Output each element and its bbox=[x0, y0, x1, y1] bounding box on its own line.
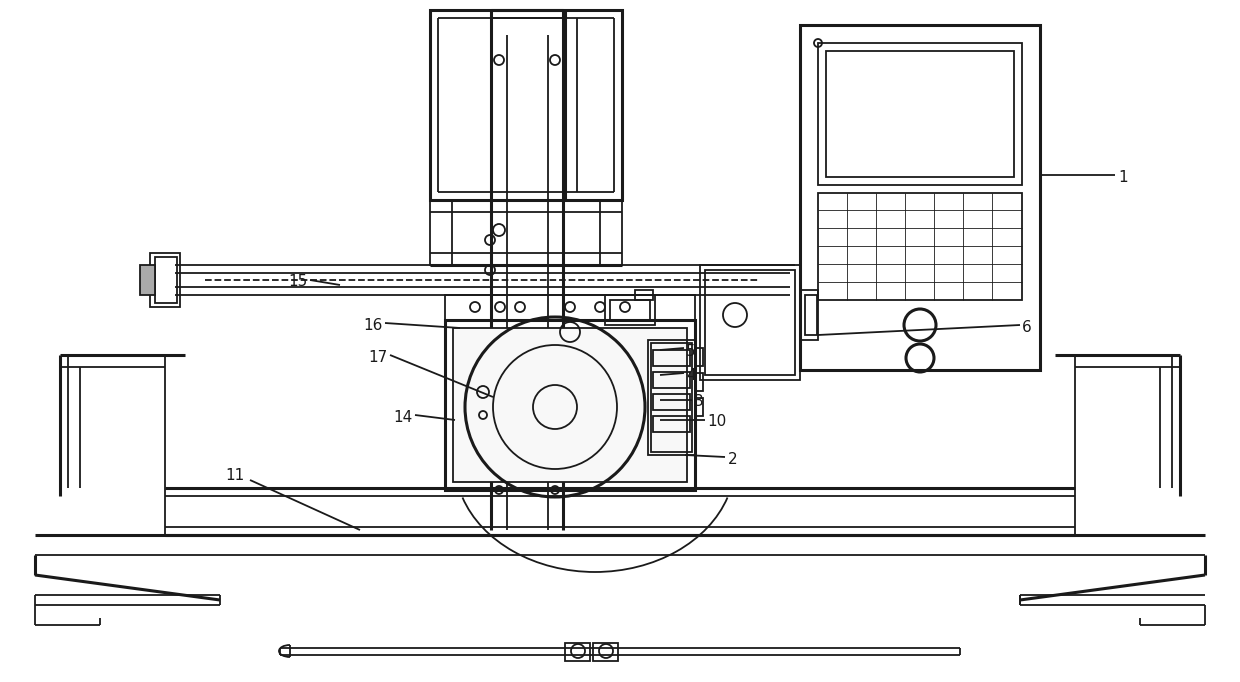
Bar bbox=[694, 373, 703, 391]
Bar bbox=[653, 416, 689, 432]
Bar bbox=[453, 328, 687, 482]
Bar bbox=[800, 290, 818, 340]
Text: 1: 1 bbox=[1118, 170, 1127, 186]
Text: 17: 17 bbox=[368, 349, 388, 364]
Bar bbox=[653, 394, 689, 410]
Bar bbox=[600, 200, 622, 265]
Bar bbox=[800, 25, 1040, 370]
Bar bbox=[605, 295, 655, 325]
Bar bbox=[818, 43, 1022, 185]
Bar bbox=[445, 320, 694, 490]
Bar bbox=[430, 200, 453, 265]
Bar bbox=[694, 398, 703, 416]
Bar bbox=[445, 295, 694, 320]
Bar bbox=[826, 51, 1014, 177]
Bar bbox=[593, 643, 618, 661]
Text: 16: 16 bbox=[363, 318, 383, 333]
Bar bbox=[150, 253, 180, 307]
Bar bbox=[701, 265, 800, 380]
Bar bbox=[649, 340, 694, 455]
Bar bbox=[805, 295, 817, 335]
Bar bbox=[635, 290, 653, 300]
Text: 10: 10 bbox=[707, 415, 727, 430]
Text: 2: 2 bbox=[728, 452, 738, 467]
Bar bbox=[565, 643, 590, 661]
Bar bbox=[818, 193, 1022, 300]
Bar bbox=[155, 257, 177, 303]
Text: 3: 3 bbox=[694, 394, 704, 409]
Text: 4: 4 bbox=[686, 368, 696, 383]
Bar bbox=[694, 348, 703, 366]
Bar bbox=[430, 10, 622, 200]
Bar bbox=[651, 343, 692, 452]
Text: 15: 15 bbox=[289, 274, 308, 289]
Bar bbox=[706, 270, 795, 375]
Text: 11: 11 bbox=[226, 469, 246, 484]
Text: 14: 14 bbox=[394, 411, 413, 426]
Text: 6: 6 bbox=[1022, 319, 1032, 334]
Bar bbox=[610, 300, 650, 320]
Bar bbox=[653, 350, 689, 366]
Text: 5: 5 bbox=[686, 344, 696, 359]
Bar bbox=[140, 265, 155, 295]
Bar bbox=[653, 372, 689, 388]
